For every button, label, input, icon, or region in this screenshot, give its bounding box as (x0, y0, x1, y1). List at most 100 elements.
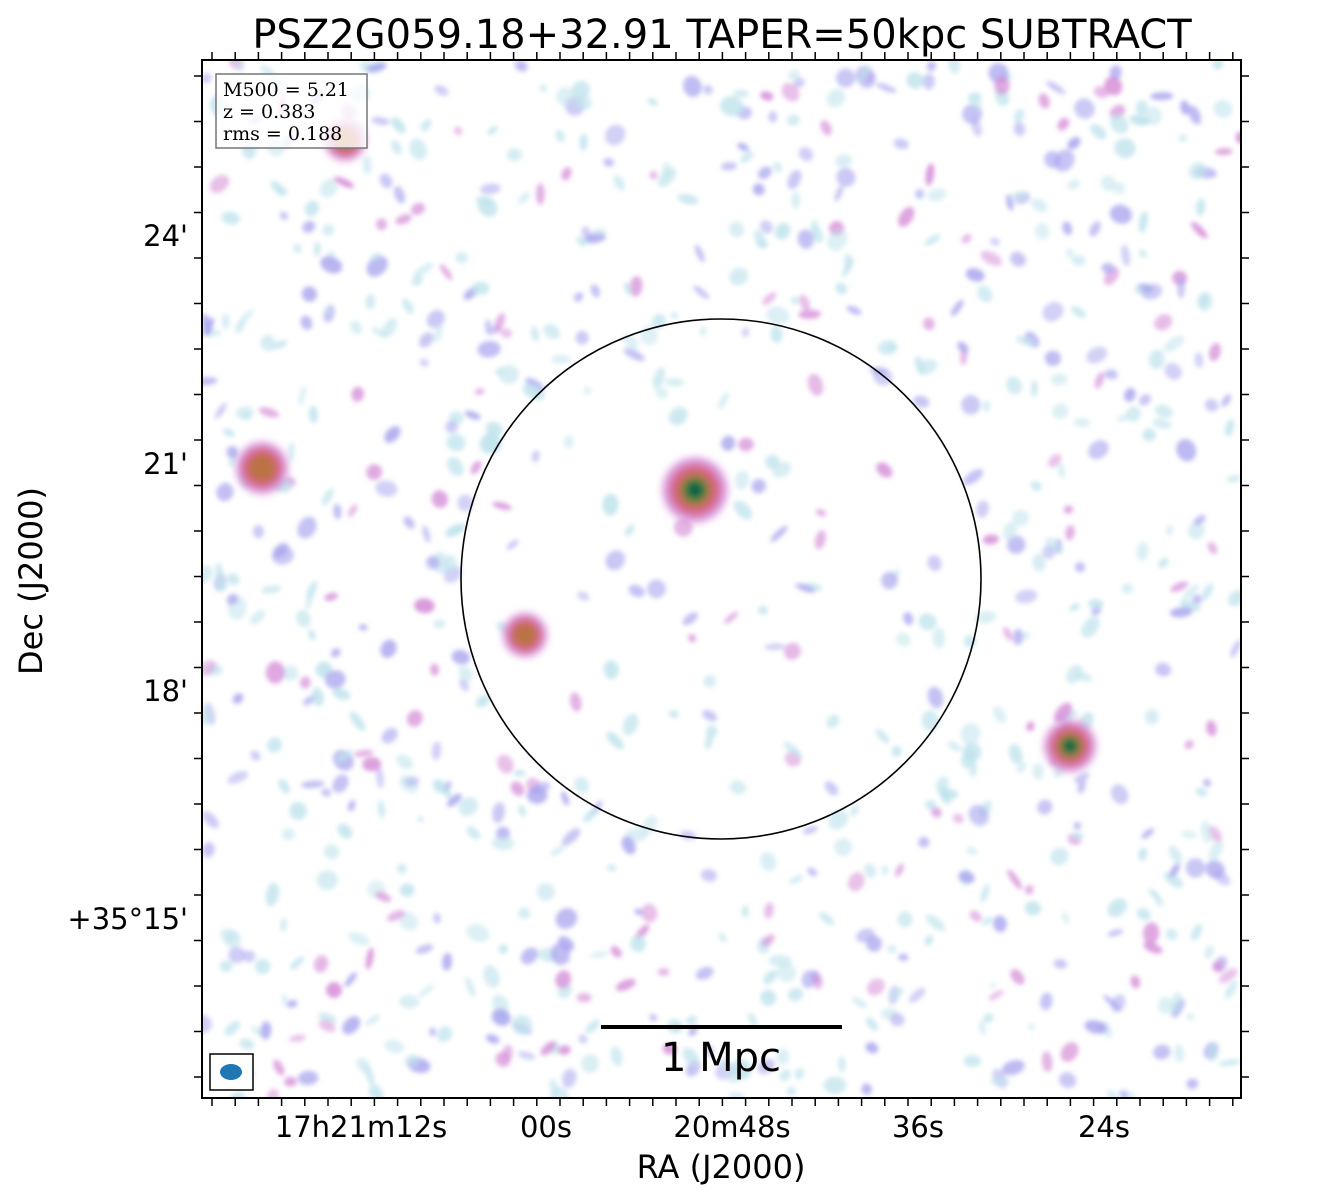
noise-blob (1126, 406, 1141, 422)
noise-blob (791, 296, 799, 305)
noise-blob (1026, 721, 1035, 732)
noise-blob (1090, 124, 1107, 140)
noise-blob (741, 327, 750, 337)
noise-blob (606, 864, 617, 872)
noise-blob (364, 1064, 375, 1086)
noise-blob (556, 87, 574, 106)
noise-blob (914, 356, 925, 374)
noise-blob (786, 114, 800, 126)
noise-blob (202, 313, 212, 336)
noise-blob (1074, 772, 1090, 784)
noise-blob (561, 828, 581, 846)
noise-blob (738, 437, 754, 452)
noise-blob (336, 749, 353, 762)
noise-blob (1230, 639, 1241, 658)
noise-blob (273, 1059, 285, 1076)
noise-blob (729, 780, 747, 795)
noise-blob (1086, 346, 1108, 364)
noise-blob (961, 234, 972, 244)
noise-blob (1226, 475, 1241, 483)
noise-blob (1112, 182, 1126, 195)
noise-blob (466, 826, 481, 840)
noise-blob (891, 745, 902, 757)
noise-blob (1176, 438, 1197, 462)
noise-blob (1213, 99, 1233, 118)
noise-blob (836, 68, 856, 88)
plot-frame (201, 59, 1242, 1099)
noise-blob (433, 324, 443, 343)
noise-blob (1046, 81, 1066, 95)
noise-blob (348, 932, 370, 946)
noise-blob (802, 826, 818, 835)
noise-blob (399, 883, 415, 897)
noise-blob (434, 85, 449, 96)
noise-blob (1050, 373, 1068, 386)
noise-blob (605, 550, 625, 571)
noise-blob (668, 406, 688, 426)
noise-blob (1158, 997, 1173, 1015)
noise-blob (491, 1008, 511, 1026)
noise-blob (702, 710, 718, 722)
noise-blob (569, 692, 582, 712)
noise-blob (517, 192, 530, 205)
noise-blob (202, 377, 218, 386)
noise-blob (719, 96, 744, 117)
noise-blob (1007, 535, 1026, 554)
noise-blob (1208, 840, 1224, 862)
noise-blob (520, 947, 538, 965)
noise-blob (313, 241, 321, 257)
noise-blob (1209, 343, 1221, 362)
noise-blob (927, 60, 936, 72)
noise-blob (1027, 1023, 1035, 1031)
noise-blob (966, 846, 978, 856)
noise-blob (815, 508, 827, 517)
noise-blob (764, 643, 786, 651)
noise-blob (610, 1046, 623, 1067)
info-box: M500 = 5.21 z = 0.383 rms = 0.188 (215, 73, 368, 149)
noise-blob (1186, 1078, 1199, 1090)
noise-blob (267, 1088, 280, 1098)
noise-blob (1191, 221, 1208, 239)
noise-blob (1138, 249, 1147, 259)
noise-blob (297, 516, 317, 539)
noise-blob (1144, 709, 1159, 725)
noise-blob (431, 490, 448, 509)
noise-blob (1170, 992, 1183, 1014)
noise-blob (1192, 594, 1203, 605)
noise-blob (1074, 98, 1095, 119)
noise-blob (838, 1056, 846, 1073)
noise-blob (495, 1051, 511, 1067)
noise-blob (1034, 222, 1050, 240)
noise-blob (875, 729, 890, 744)
noise-blob (828, 810, 849, 830)
noise-blob (982, 400, 991, 412)
noise-blob (798, 294, 811, 311)
noise-blob (926, 914, 946, 932)
noise-blob (1016, 762, 1027, 773)
noise-blob (202, 659, 217, 676)
noise-blob (431, 741, 442, 761)
noise-blob (579, 133, 588, 151)
noise-blob (1104, 369, 1118, 380)
noise-blob (491, 836, 515, 851)
noise-blob (1138, 847, 1148, 861)
noise-blob (1207, 541, 1218, 555)
noise-blob (302, 695, 315, 706)
noise-blob (418, 984, 435, 998)
noise-blob (751, 478, 766, 494)
noise-blob (234, 60, 245, 73)
noise-blob (721, 435, 736, 451)
noise-blob (1031, 198, 1048, 213)
noise-blob (396, 754, 413, 770)
noise-blob (1200, 820, 1213, 844)
noise-blob (819, 912, 834, 926)
noise-blob (419, 332, 434, 348)
noise-blob (555, 970, 572, 989)
noise-blob (623, 348, 645, 362)
noise-blob (731, 1058, 752, 1080)
x-axis-label: RA (J2000) (637, 1148, 806, 1186)
noise-blob (232, 693, 244, 704)
noise-blob (419, 358, 430, 367)
noise-blob (471, 281, 490, 295)
noise-blob (811, 219, 818, 229)
